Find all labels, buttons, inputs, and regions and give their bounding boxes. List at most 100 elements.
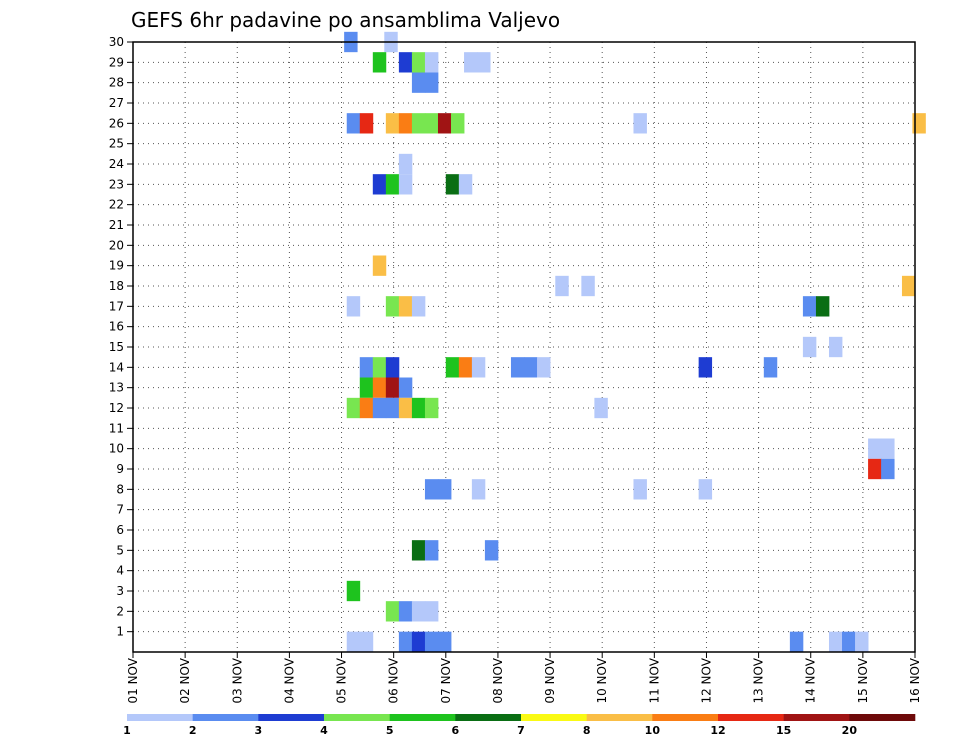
y-tick-label: 8 xyxy=(116,482,124,496)
heatmap-cell xyxy=(359,397,374,419)
y-tick-label: 28 xyxy=(109,76,124,90)
color-legend: 1 2 3 4 5 6 7 8 10 12 15 20 xyxy=(123,714,916,737)
heatmap-cell xyxy=(385,296,400,317)
legend-color-swatch xyxy=(521,714,587,721)
x-tick-label: 09 NOV xyxy=(543,657,557,703)
heatmap-cell xyxy=(424,631,439,652)
x-tick-label: 10 NOV xyxy=(595,657,609,703)
legend-color-swatch xyxy=(586,714,653,721)
heatmap-cell xyxy=(385,601,400,622)
heatmap-cell xyxy=(372,357,387,378)
y-tick-label: 26 xyxy=(109,116,124,130)
legend-color-swatch xyxy=(258,714,325,721)
heatmap-cell xyxy=(398,113,413,134)
y-tick-label: 12 xyxy=(109,401,124,415)
x-tick-label: 02 NOV xyxy=(178,657,192,703)
legend-color-swatch xyxy=(389,714,456,721)
heatmap-cell xyxy=(359,113,374,134)
heatmap-cell xyxy=(411,601,426,622)
heatmap-cell xyxy=(484,540,499,561)
heatmap-cell xyxy=(372,377,387,398)
heatmap-cell xyxy=(789,631,804,652)
heatmap-cell xyxy=(346,113,361,134)
x-axis: 01 NOV 02 NOV 03 NOV 04 NOV 05 NOV 06 NOV 07 N… xyxy=(126,652,922,704)
heatmap-cell xyxy=(424,113,439,134)
heatmap-cell xyxy=(633,479,647,500)
heatmap-cell xyxy=(372,52,387,73)
heatmap-cell xyxy=(802,296,817,317)
heatmap-cell xyxy=(359,631,374,652)
heatmap-cell xyxy=(471,357,486,378)
heatmap-cell xyxy=(359,377,374,398)
heatmap-cell xyxy=(868,438,882,459)
heatmap-cell xyxy=(445,174,460,195)
legend-color-swatch xyxy=(849,714,916,721)
heatmap-cell xyxy=(346,580,361,602)
y-tick-label: 25 xyxy=(109,137,124,151)
x-tick-label: 13 NOV xyxy=(752,657,766,703)
heatmap-cell xyxy=(763,357,778,378)
heatmap-cell xyxy=(458,357,473,378)
heatmap-cell xyxy=(411,52,426,73)
heatmap-cell xyxy=(445,357,460,378)
heatmap-cell xyxy=(398,296,413,317)
legend-color-swatch xyxy=(324,714,390,721)
x-tick-label: 05 NOV xyxy=(335,657,349,703)
heatmap-cell xyxy=(346,631,361,652)
heatmap-cell xyxy=(398,52,413,73)
heatmap-cell xyxy=(411,397,426,419)
legend-boundary-label: 20 xyxy=(842,724,858,737)
legend-color-swatch xyxy=(455,714,522,721)
y-tick-label: 7 xyxy=(116,503,124,517)
heatmap-cell xyxy=(524,357,538,378)
x-tick-label: 14 NOV xyxy=(804,657,818,703)
heatmap-cell xyxy=(411,113,426,134)
y-tick-label: 4 xyxy=(116,564,124,578)
heatmap-cell xyxy=(424,397,439,419)
x-tick-label: 01 NOV xyxy=(126,657,140,703)
legend-boundary-label: 8 xyxy=(583,724,591,737)
heatmap-cell xyxy=(385,174,400,195)
heatmap-cell xyxy=(633,113,647,134)
heatmap-cell xyxy=(411,296,426,317)
heatmap-cell xyxy=(510,357,525,378)
heatmap-cell xyxy=(698,479,713,500)
heatmap-cell xyxy=(477,52,491,73)
legend-boundary-label: 12 xyxy=(710,724,725,737)
heatmap-cell xyxy=(385,357,400,378)
heatmap-cell xyxy=(471,479,486,500)
heatmap-cell xyxy=(346,296,361,317)
heatmap-cell xyxy=(881,438,895,459)
heatmap-cell xyxy=(385,397,400,419)
y-tick-label: 18 xyxy=(109,279,124,293)
legend-boundary-label: 3 xyxy=(255,724,263,737)
y-tick-label: 22 xyxy=(109,198,124,212)
heatmap-cell xyxy=(424,540,439,561)
y-tick-label: 20 xyxy=(109,238,124,252)
y-tick-label: 27 xyxy=(109,96,124,110)
heatmap-cell xyxy=(842,631,856,652)
heatmap-cell xyxy=(437,631,452,652)
heatmap-cell xyxy=(424,52,439,73)
legend-boundary-label: 5 xyxy=(386,724,394,737)
x-tick-label: 12 NOV xyxy=(699,657,713,703)
heatmap-cell xyxy=(458,174,473,195)
y-tick-label: 17 xyxy=(109,299,124,313)
legend-boundary-label: 10 xyxy=(645,724,661,737)
legend-boundary-label: 2 xyxy=(189,724,197,737)
legend-boundary-label: 1 xyxy=(123,724,131,737)
legend-boundary-label: 7 xyxy=(517,724,525,737)
legend-boundary-label: 15 xyxy=(776,724,791,737)
heatmap-cell xyxy=(398,377,413,398)
heatmap-cell xyxy=(437,479,452,500)
legend-color-swatch xyxy=(718,714,784,721)
heatmap-cell xyxy=(372,255,387,276)
y-tick-label: 29 xyxy=(109,55,124,69)
y-tick-label: 3 xyxy=(116,584,124,598)
heatmap-cell xyxy=(424,601,439,622)
y-tick-label: 23 xyxy=(109,177,124,191)
y-tick-label: 6 xyxy=(116,523,124,537)
y-tick-label: 9 xyxy=(116,462,124,476)
x-tick-label: 15 NOV xyxy=(856,657,870,703)
